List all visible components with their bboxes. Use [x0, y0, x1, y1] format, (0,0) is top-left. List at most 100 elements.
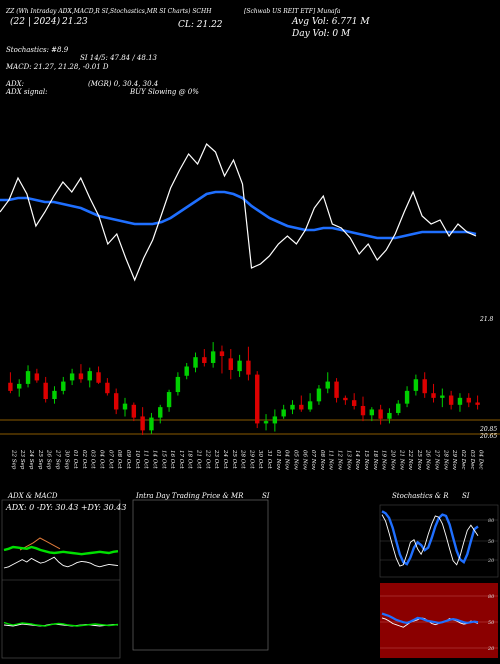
adx-signal-label: ADX signal: — [6, 88, 48, 96]
candle-body — [325, 381, 330, 389]
candle-body — [413, 379, 419, 391]
date-tick-label: 16 Oct — [169, 450, 175, 469]
intraday-panel-title: Intra Day Trading Price & MR — [136, 492, 244, 500]
date-tick-label: 15 Nov — [363, 450, 369, 471]
date-tick-label: 14 Oct — [151, 450, 157, 469]
price-axis-top: 21.8 — [480, 316, 494, 323]
candle-body — [34, 373, 40, 381]
day-volume: Day Vol: 0 M — [292, 29, 351, 39]
candle-body — [175, 376, 181, 393]
date-tick-label: 08 Oct — [116, 450, 122, 469]
date-tick-label: 24 Sep — [28, 449, 34, 470]
candle-body — [307, 401, 313, 410]
rsi-tick-label: 20 — [487, 646, 495, 652]
date-tick-label: 15 Oct — [160, 450, 166, 469]
candle-body — [281, 409, 286, 417]
price-axis-bottom: 20.65 — [480, 433, 498, 440]
stochastics-readout: Stochastics: #8.9 — [6, 46, 69, 54]
adx-di-minus-line — [3, 556, 119, 569]
date-tick-label: 04 Oct — [99, 450, 105, 469]
adx-di-plus-line — [3, 545, 119, 556]
date-tick-label: 25 Nov — [416, 449, 422, 471]
date-tick-label: 31 Oct — [266, 450, 272, 469]
date-tick-label: 22 Nov — [407, 449, 413, 471]
date-tick-label: 18 Nov — [372, 450, 378, 471]
price-axis-mid: 20.85 — [480, 426, 498, 433]
adx-panel-readout: ADX: 0 -DY: 30.43 +DY: 30.43 — [6, 503, 127, 512]
candle-body — [140, 416, 145, 431]
stoch-d-line — [381, 514, 479, 567]
buy-signal: BUY Slowing @ 0% — [130, 88, 199, 96]
candle-body — [237, 360, 242, 372]
candle-body — [316, 388, 322, 402]
date-tick-label: 03 Oct — [90, 450, 96, 469]
candle-body — [113, 393, 119, 410]
macd-line — [3, 621, 119, 627]
macd-readout: MACD: 21.27, 21.28, -0.01 D — [6, 63, 109, 71]
intraday-panel-title-b: SI — [262, 492, 270, 500]
stoch-tick-label: 80 — [488, 518, 495, 524]
candle-body — [166, 392, 172, 408]
date-tick-label: 11 Oct — [143, 450, 149, 469]
candle-body — [193, 357, 198, 368]
candle-body — [360, 405, 366, 416]
candle-body — [448, 395, 454, 405]
date-tick-label: 29 Oct — [248, 449, 254, 469]
candle-body — [440, 395, 445, 398]
date-tick-label: 09 Oct — [125, 450, 131, 469]
date-tick-label: 28 Nov — [442, 449, 448, 471]
date-tick-label: 23 Oct — [213, 449, 219, 469]
date-tick-label: 19 Nov — [381, 450, 387, 471]
candle-body — [290, 404, 295, 410]
date-tick-label: 08 Nov — [319, 450, 325, 471]
header-line1b: [Schwab US REIT ETF] Munafa — [244, 8, 341, 15]
candle-body — [158, 407, 163, 418]
candle-body — [122, 403, 128, 410]
candle-body — [334, 381, 339, 398]
candle-body — [25, 371, 31, 384]
date-tick-label: 05 Nov — [292, 450, 298, 471]
stoch-panel-title-b: SI — [462, 492, 470, 500]
candle-body — [61, 381, 66, 391]
mgr-readout: (MGR) 0, 30.4, 30.4 — [88, 80, 159, 88]
date-tick-label: 10 Oct — [134, 450, 140, 469]
stoch-k-line — [381, 510, 479, 566]
date-tick-label: 13 Nov — [345, 450, 351, 471]
date-tick-label: 30 Oct — [257, 450, 263, 469]
candle-body — [299, 404, 304, 410]
date-tick-label: 21 Oct — [196, 449, 202, 469]
candle-body — [219, 351, 225, 357]
stoch-panel-title: Stochastics & R — [392, 492, 449, 500]
candle-body — [96, 372, 101, 383]
candle-body — [404, 390, 410, 404]
candle-body — [52, 390, 57, 400]
rsi-tick-label: 80 — [488, 594, 495, 600]
rsi-readout: SI 14/5: 47.84 / 48.13 — [80, 54, 157, 62]
price-series-line — [0, 143, 477, 282]
date-tick-label: 28 Oct — [240, 449, 246, 469]
adx-panel-title: ADX & MACD — [8, 492, 58, 500]
candle-body — [475, 402, 480, 405]
candle-body — [149, 417, 154, 431]
date-tick-label: 21 Nov — [398, 449, 404, 471]
candle-body — [202, 357, 207, 363]
date-tick-label: 12 Nov — [337, 450, 343, 471]
candle-body — [369, 409, 375, 416]
candle-body — [8, 382, 13, 391]
candle-body — [87, 371, 92, 381]
date-tick-label: 30 Sep — [63, 450, 69, 470]
date-tick-label: 07 Nov — [310, 450, 316, 471]
date-tick-label: 23 Sep — [19, 449, 25, 470]
candle-body — [17, 383, 22, 389]
candle-body — [246, 360, 251, 375]
date-tick-label: 14 Nov — [354, 450, 360, 471]
candle-body — [131, 404, 137, 418]
candle-body — [43, 382, 48, 400]
price-value: 21.23 — [62, 17, 88, 27]
header-line1: ZZ (Wh Intraday ADX,MACD,R SI,Stochastic… — [6, 8, 212, 15]
date-tick-label: 29 Nov — [451, 449, 457, 471]
candle-body — [78, 373, 84, 380]
date-tick-label: 27 Nov — [434, 449, 440, 471]
date-tick-label: 17 Oct — [178, 450, 184, 469]
date-tick-label: 25 Oct — [231, 449, 237, 469]
